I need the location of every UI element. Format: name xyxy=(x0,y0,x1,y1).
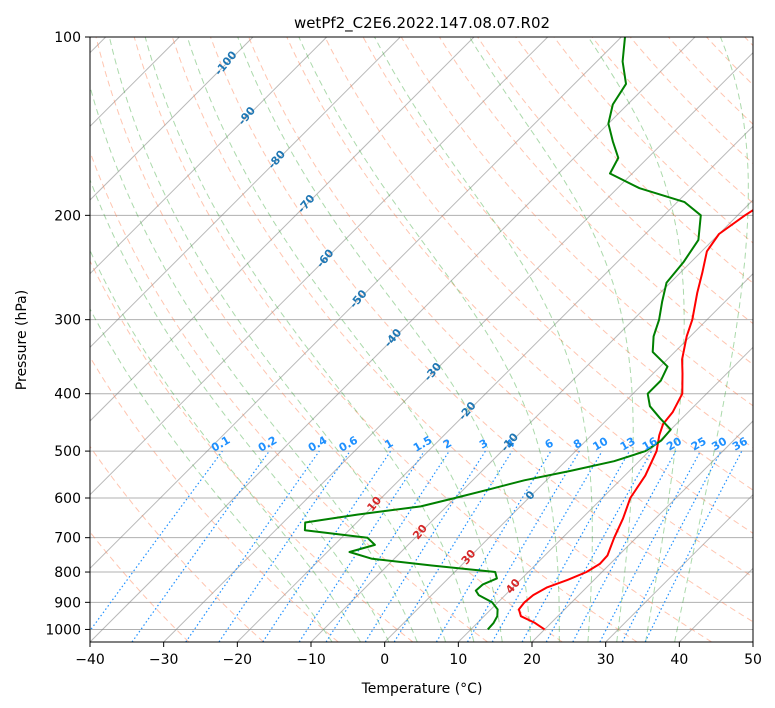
dry-adiabat-line xyxy=(133,37,638,642)
mixing-ratio-line xyxy=(262,450,392,642)
moist-adiabat-line xyxy=(587,37,685,642)
x-axis-label: Temperature (°C) xyxy=(361,681,483,697)
isotherm-line xyxy=(236,125,753,642)
moist-adiabat-line xyxy=(90,308,333,642)
y-tick-label: 400 xyxy=(54,387,81,403)
y-tick-label: 300 xyxy=(54,313,81,329)
x-tick-label: 20 xyxy=(523,652,541,668)
isotherm-line xyxy=(752,641,753,642)
moist-adiabat-line xyxy=(298,37,560,642)
axes: −40 −30 −20 −10 0 10 20 30 40 5010009008007006005… xyxy=(45,30,762,668)
moist-adiabat-line xyxy=(374,37,593,642)
dry-adiabat-line xyxy=(90,259,414,642)
mixing-ratio-line xyxy=(185,450,320,642)
x-tick-label: 40 xyxy=(670,652,688,668)
temperature-profile-line xyxy=(517,208,753,631)
y-tick-label: 500 xyxy=(54,444,81,460)
moist-adiabat-line xyxy=(108,37,446,642)
dry-adiabat-line xyxy=(324,37,753,491)
dry-adiabat-line xyxy=(744,37,753,47)
chart-title: wetPf2_C2E6.2022.147.08.07.R02 xyxy=(294,14,550,33)
isotherm-line xyxy=(457,346,753,642)
y-tick-label: 900 xyxy=(54,595,81,611)
moist-adiabat-line xyxy=(90,84,418,642)
x-tick-label: 50 xyxy=(744,652,762,668)
dry-adiabat-line xyxy=(90,356,339,642)
isotherm-line xyxy=(605,493,753,642)
mixing-ratio-line xyxy=(218,450,351,642)
dry-adiabat-line xyxy=(553,37,753,244)
y-tick-label: 1000 xyxy=(45,622,81,638)
mixing-ratio-line xyxy=(393,450,513,642)
dry-adiabat-line xyxy=(248,37,753,578)
mixing-ratio-line xyxy=(364,450,486,642)
isotherm-line xyxy=(90,37,696,642)
isotherm-line xyxy=(163,51,753,642)
dry-adiabat-line xyxy=(95,37,563,642)
dry-adiabat-line xyxy=(286,37,753,534)
mixing-ratio-line xyxy=(572,450,677,642)
moist-adiabat-line xyxy=(674,37,749,642)
dry-adiabat-line xyxy=(210,37,753,623)
y-tick-label: 100 xyxy=(54,30,81,46)
mixing-ratio-line xyxy=(131,450,270,642)
plot-frame xyxy=(89,36,754,643)
isotherm-line xyxy=(90,37,475,422)
mixing-ratio-line xyxy=(325,450,450,642)
background-lines xyxy=(90,37,753,642)
moist-adiabat-label: 30 xyxy=(459,547,479,567)
dewpoint-profile-line xyxy=(303,37,702,631)
x-tick-label: 10 xyxy=(449,652,467,668)
isotherm-line xyxy=(384,272,753,642)
isotherm-line xyxy=(90,37,401,349)
mixing-ratio-line xyxy=(521,450,631,642)
mixing-ratio-line xyxy=(298,450,425,642)
isotherm-line xyxy=(310,199,753,642)
x-tick-label: −30 xyxy=(149,652,179,668)
x-tick-label: −10 xyxy=(296,652,326,668)
dry-adiabat-label: 0 xyxy=(523,488,538,502)
mixing-ratio-line xyxy=(599,450,702,642)
dry-adiabat-line xyxy=(90,445,264,642)
isotherm-line xyxy=(90,37,622,570)
mixing-ratio-label: 3 xyxy=(477,437,490,452)
isotherm-line xyxy=(531,420,753,642)
isotherm-line xyxy=(90,37,328,275)
moist-adiabat-line xyxy=(144,37,475,642)
y-tick-label: 600 xyxy=(54,491,81,507)
x-tick-label: −20 xyxy=(223,652,253,668)
mixing-ratio-label: 6 xyxy=(543,436,556,451)
y-tick-label: 800 xyxy=(54,565,81,581)
dry-adiabat-line xyxy=(515,37,753,284)
y-tick-label: 700 xyxy=(54,531,81,547)
data-lines xyxy=(303,37,753,631)
moist-adiabat-line xyxy=(90,178,390,642)
x-tick-label: −40 xyxy=(75,652,105,668)
x-tick-label: 30 xyxy=(597,652,615,668)
mixing-ratio-line xyxy=(644,450,743,642)
moist-adiabat-label: 20 xyxy=(410,522,430,542)
mixing-ratio-line xyxy=(545,450,653,642)
y-axis-label: Pressure (hPa) xyxy=(14,290,30,390)
dry-adiabat-line xyxy=(90,150,488,642)
moist-adiabat-line xyxy=(186,37,503,642)
isotherm-line xyxy=(90,37,254,201)
mixing-ratio-label: 2 xyxy=(441,437,454,452)
mixing-ratio-line xyxy=(90,450,223,632)
dry-adiabat-line xyxy=(706,37,753,86)
x-tick-label: 0 xyxy=(380,652,389,668)
moist-adiabat-line xyxy=(90,249,362,642)
isotherm-line xyxy=(90,37,549,496)
y-tick-label: 200 xyxy=(54,208,81,224)
